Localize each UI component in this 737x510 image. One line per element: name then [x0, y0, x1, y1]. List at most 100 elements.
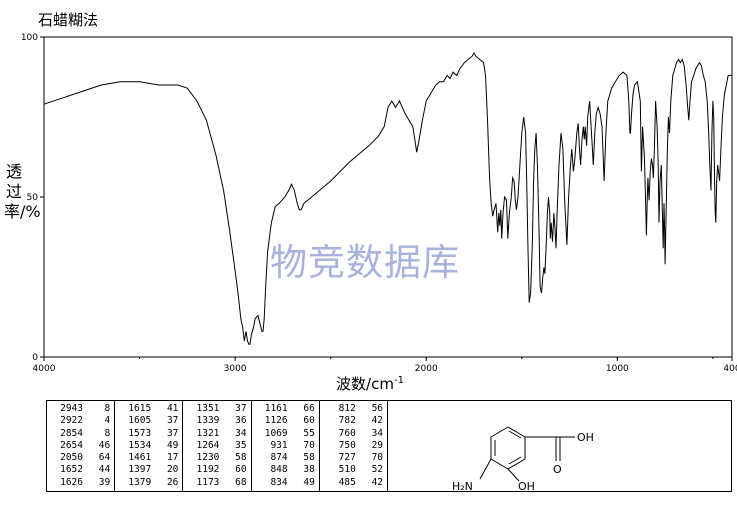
- peak-transmittance: 42: [371, 415, 384, 427]
- peak-transmittance: 29: [371, 439, 384, 451]
- peak-row: 1069 55: [256, 428, 315, 440]
- carboxyl-oh-label: OH: [577, 431, 594, 444]
- plot-axes: [43, 36, 733, 358]
- peak-row: 727 70: [324, 452, 383, 464]
- y-tick-label: 0: [32, 353, 38, 363]
- peak-wavenumber: 1321: [196, 427, 220, 439]
- peak-transmittance: 44: [98, 464, 111, 476]
- peak-row: 485 42: [324, 477, 383, 489]
- peak-wavenumber: 1534: [128, 439, 152, 451]
- peak-row: 750 29: [324, 440, 383, 452]
- peak-wavenumber: 1192: [196, 464, 220, 476]
- peak-transmittance: 34: [371, 427, 384, 439]
- peak-transmittance: 49: [303, 476, 315, 488]
- peak-row: 1321 34: [187, 427, 247, 440]
- peak-row: 1461 17: [119, 452, 178, 464]
- peak-transmittance: 64: [98, 452, 111, 464]
- peak-wavenumber: 1173: [196, 476, 220, 488]
- amine-label: H₂N: [452, 480, 473, 493]
- y-axis-label: 透过率/%: [4, 162, 41, 221]
- peak-row: 1192 60: [187, 464, 247, 476]
- peak-transmittance: 41: [166, 403, 179, 414]
- structure-box: OH O OH H₂N: [388, 400, 732, 493]
- peak-table: 2943 8 2922 4 2854 8 2654 46 2050 64 1652 44 1626 39 1…: [46, 400, 388, 492]
- x-tick-label: 1000: [606, 364, 629, 374]
- peak-row: 1573 37: [119, 428, 178, 440]
- peak-wavenumber: 2654: [60, 439, 83, 451]
- peak-wavenumber: 1652: [60, 464, 83, 476]
- peak-wavenumber: 2943: [60, 403, 83, 414]
- peak-transmittance: 39: [98, 476, 111, 488]
- peak-transmittance: 52: [371, 464, 384, 476]
- peak-transmittance: 58: [303, 452, 315, 464]
- peak-transmittance: 35: [235, 439, 247, 451]
- ir-spectrum-chart: 4000300020001000400050100: [21, 33, 737, 374]
- peak-wavenumber: 1573: [128, 427, 152, 439]
- peak-wavenumber: 1264: [196, 439, 220, 451]
- peak-row: 812 56: [324, 403, 383, 415]
- peak-transmittance: 60: [303, 415, 315, 427]
- peak-row: 2943 8: [51, 403, 110, 415]
- peak-wavenumber: 1626: [60, 476, 83, 488]
- peak-transmittance: 42: [371, 476, 384, 488]
- peak-transmittance: 36: [235, 415, 247, 427]
- peak-transmittance: 38: [303, 464, 315, 476]
- peak-wavenumber: 812: [338, 403, 356, 414]
- peak-wavenumber: 1339: [196, 415, 220, 427]
- peak-row: 1264 35: [187, 439, 247, 452]
- peak-transmittance: 70: [371, 452, 384, 464]
- peak-row: 931 70: [256, 439, 314, 452]
- peak-row: 2922 4: [51, 415, 110, 427]
- peak-row: 1161 66: [256, 403, 315, 415]
- peak-transmittance: 8: [104, 403, 111, 414]
- peak-transmittance: 46: [98, 439, 111, 451]
- peak-row: 848 38: [256, 464, 315, 476]
- peak-transmittance: 4: [104, 415, 111, 427]
- peak-wavenumber: 1351: [196, 403, 220, 414]
- plot-frame: [43, 36, 733, 358]
- peak-transmittance: 56: [371, 403, 384, 414]
- peak-row: 1652 44: [51, 464, 110, 476]
- watermark: 物竞数据库: [270, 241, 460, 284]
- peak-transmittance: 37: [166, 427, 179, 439]
- peak-column: 2943 8 2922 4 2854 8 2654 46 2050 64 1652 44 1626 39: [47, 401, 116, 491]
- peak-row: 1605 37: [119, 415, 178, 427]
- peak-transmittance: 8: [104, 427, 111, 439]
- spectrum-line: [43, 52, 732, 345]
- molecule-structure: OH O OH H₂N: [452, 426, 594, 493]
- peak-row: 782 42: [324, 415, 383, 427]
- peak-transmittance: 37: [166, 415, 179, 427]
- x-axis-label: 波数/cm-1: [300, 373, 440, 394]
- peak-row: 1397 20: [119, 464, 178, 476]
- peak-wavenumber: 760: [338, 427, 356, 439]
- peak-wavenumber: 931: [270, 439, 288, 451]
- peak-row: 510 52: [324, 464, 383, 476]
- peak-row: 1173 68: [187, 476, 247, 489]
- peak-wavenumber: 874: [270, 452, 288, 464]
- peak-wavenumber: 1615: [128, 403, 152, 414]
- peak-row: 2854 8: [51, 428, 110, 440]
- peak-row: 1534 49: [119, 440, 178, 452]
- x-tick-label: 2000: [415, 364, 438, 374]
- peak-row: 2654 46: [51, 440, 110, 452]
- y-tick-label: 100: [21, 33, 38, 43]
- peak-row: 1615 41: [119, 403, 178, 415]
- phenol-oh-label: OH: [518, 480, 535, 493]
- carbonyl-o-label: O: [553, 463, 562, 476]
- x-axis-label-text: 波数/cm: [336, 375, 394, 393]
- peak-row: 1230 58: [187, 452, 247, 464]
- peak-column: 1161 66 1126 60 1069 55 931 70 874 58 848 38 834 49: [252, 401, 320, 491]
- x-axis-label-exponent: -1: [393, 375, 404, 386]
- peak-row: 1379 26: [119, 477, 178, 489]
- peak-wavenumber: 2050: [60, 452, 83, 464]
- peak-row: 1126 60: [256, 415, 315, 427]
- x-tick-label: 4000: [33, 364, 56, 374]
- peak-row: 1339 36: [187, 415, 247, 427]
- peak-wavenumber: 1126: [264, 415, 288, 427]
- peak-wavenumber: 750: [338, 439, 356, 451]
- peak-wavenumber: 1230: [196, 452, 220, 464]
- peak-transmittance: 37: [235, 403, 247, 414]
- peak-wavenumber: 782: [338, 415, 356, 427]
- peak-transmittance: 66: [303, 403, 315, 414]
- peak-row: 760 34: [324, 428, 383, 440]
